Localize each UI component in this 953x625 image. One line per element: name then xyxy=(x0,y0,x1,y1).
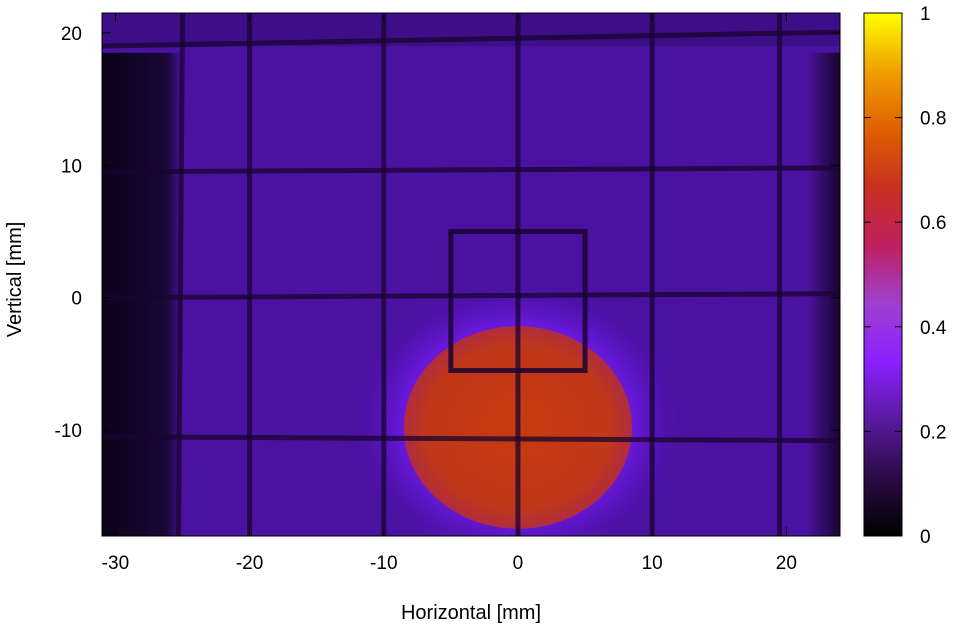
y-axis-label: Vertical [mm] xyxy=(4,222,26,338)
x-tick-label: 0 xyxy=(513,553,524,574)
y-tick-label: 0 xyxy=(71,289,82,310)
plot-area xyxy=(102,13,840,536)
x-tick-label: -20 xyxy=(236,553,263,574)
colorbar-tick-label: 1 xyxy=(920,4,931,25)
plot-frame xyxy=(101,12,841,537)
colorbar-tick-label: 0.2 xyxy=(920,422,946,443)
inner-box-wire xyxy=(448,228,588,373)
x-tick-label: 10 xyxy=(642,553,663,574)
grid-wire-horizontal xyxy=(102,291,840,301)
x-tick-label: -10 xyxy=(370,553,397,574)
grid-wire-horizontal xyxy=(102,165,840,175)
axes: -30 -20 -10 0 10 20 -10 0 10 20 Horizontal [mm] Ver… xyxy=(4,12,841,624)
y-tick-label: 10 xyxy=(61,156,82,177)
x-tick-label: -30 xyxy=(102,553,129,574)
y-tick-label: -10 xyxy=(55,421,82,442)
x-axis-label: Horizontal [mm] xyxy=(401,602,541,624)
colorbar-tick-label: 0 xyxy=(920,527,931,548)
grid-wire-horizontal xyxy=(102,434,840,444)
grid-wire-horizontal xyxy=(102,29,840,49)
colorbar-tick-label: 0.6 xyxy=(920,213,946,234)
colorbar-tick-label: 0.8 xyxy=(920,109,946,130)
colorbar: 0 0.2 0.4 0.6 0.8 1 xyxy=(863,4,947,548)
heatmap-left-dark-region xyxy=(102,52,183,536)
colorbar-scale xyxy=(863,12,903,537)
grid-wire-vertical xyxy=(176,13,186,536)
colorbar-tick-label: 0.4 xyxy=(920,318,947,339)
y-tick-label: 20 xyxy=(61,24,82,45)
x-tick-label: 20 xyxy=(776,553,797,574)
